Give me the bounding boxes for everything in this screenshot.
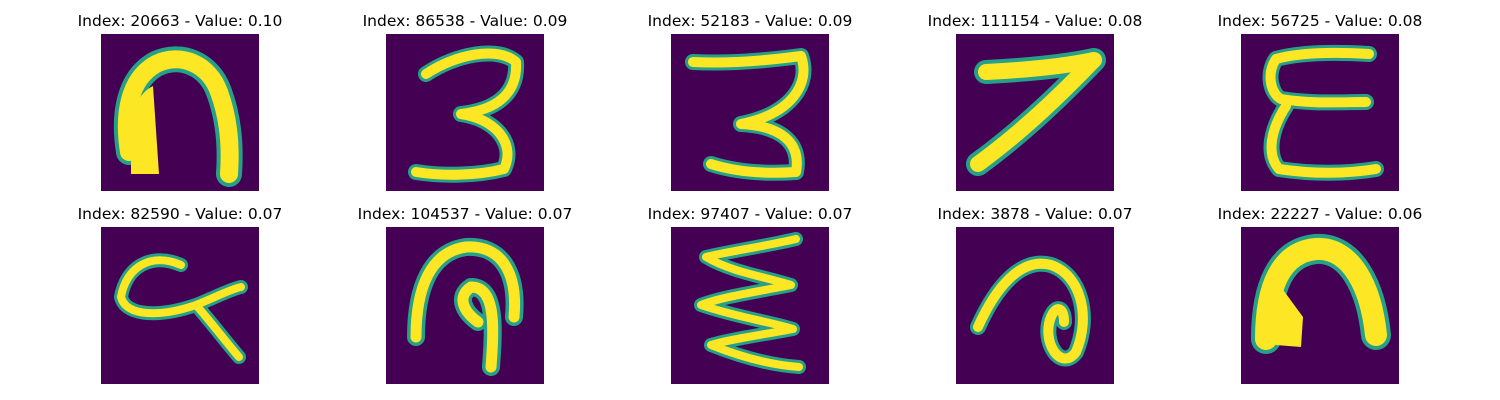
digit-panel-4: Index: 111154 - Value: 0.08 [895,10,1175,195]
digit-panel-1: Index: 20663 - Value: 0.10 [40,10,320,195]
digit-panel-8: Index: 97407 - Value: 0.07 [610,203,890,388]
panel-title: Index: 104537 - Value: 0.07 [357,205,573,223]
digit-image [671,34,829,191]
panel-title: Index: 97407 - Value: 0.07 [647,205,853,223]
panel-title: Index: 52183 - Value: 0.09 [647,12,853,30]
digit-image [671,227,829,384]
digit-panel-10: Index: 22227 - Value: 0.06 [1180,203,1460,388]
digit-panel-9: Index: 3878 - Value: 0.07 [895,203,1175,388]
digit-image [386,34,544,191]
digit-image [386,227,544,384]
digit-image [956,34,1114,191]
panel-title: Index: 86538 - Value: 0.09 [362,12,568,30]
panel-title: Index: 20663 - Value: 0.10 [77,12,283,30]
digit-panel-5: Index: 56725 - Value: 0.08 [1180,10,1460,195]
panel-title: Index: 82590 - Value: 0.07 [77,205,283,223]
panel-title: Index: 56725 - Value: 0.08 [1217,12,1423,30]
panel-title: Index: 3878 - Value: 0.07 [937,205,1133,223]
digit-panel-2: Index: 86538 - Value: 0.09 [325,10,605,195]
digit-panel-7: Index: 104537 - Value: 0.07 [325,203,605,388]
digit-panel-3: Index: 52183 - Value: 0.09 [610,10,890,195]
digit-image [956,227,1114,384]
digit-image [1241,227,1399,384]
digit-image [101,34,259,191]
panel-title: Index: 111154 - Value: 0.08 [927,12,1143,30]
digit-image [101,227,259,384]
digit-panel-6: Index: 82590 - Value: 0.07 [40,203,320,388]
panel-title: Index: 22227 - Value: 0.06 [1217,205,1423,223]
digit-image [1241,34,1399,191]
